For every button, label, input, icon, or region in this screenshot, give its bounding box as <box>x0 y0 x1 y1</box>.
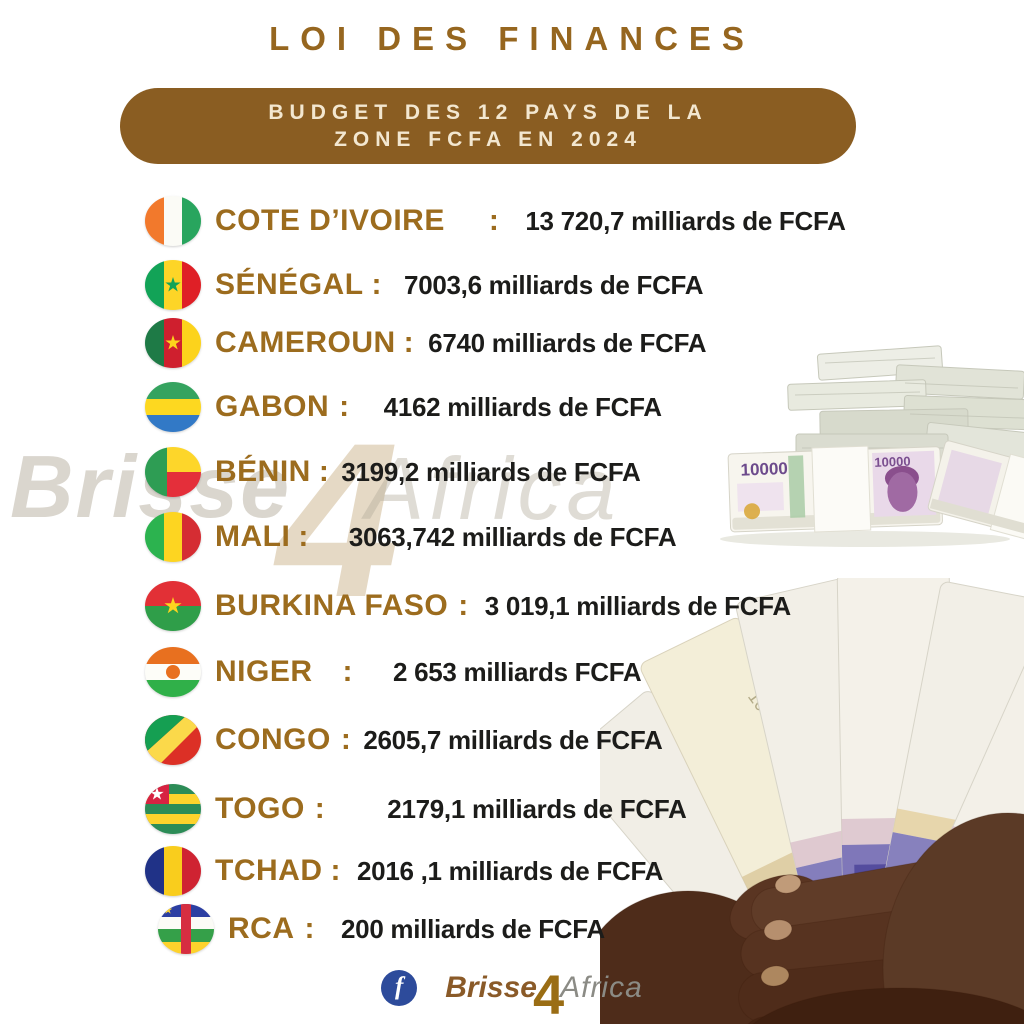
country-name: TCHAD <box>215 854 323 887</box>
burkina-faso-flag-icon <box>145 581 201 631</box>
country-name: BURKINA FASO <box>215 589 449 622</box>
togo-flag-icon <box>145 784 201 834</box>
colon-separator: : <box>304 912 315 945</box>
country-row-cameroun: CAMEROUN:6740 milliards de FCFA <box>145 316 707 370</box>
hands <box>600 812 1024 1024</box>
budget-value: 3063,742 milliards de FCFA <box>348 521 677 552</box>
brisse4africa-logo: Brisse 4 Africa <box>445 966 643 1023</box>
budget-value: 200 milliards de FCFA <box>341 913 605 944</box>
country-row-gabon: GABON: 4162 milliards de FCFA <box>145 380 662 434</box>
logo-4: 4 <box>532 963 565 1024</box>
budget-value: 2016 ,1 milliards de FCFA <box>357 855 664 886</box>
country-name: GABON <box>215 390 330 423</box>
country-name: NIGER <box>215 655 313 688</box>
country-name: BÉNIN <box>215 455 311 488</box>
country-row-burkina-faso: BURKINA FASO:3 019,1 milliards de FCFA <box>145 579 791 633</box>
country-name: MALI <box>215 520 291 553</box>
country-row-congo: CONGO:2605,7 milliards de FCFA <box>145 713 663 767</box>
congo-flag-icon <box>145 715 201 765</box>
colon-separator: : <box>458 589 469 622</box>
budget-value: 4162 milliards de FCFA <box>383 391 662 422</box>
logo-brisse: Brisse <box>445 971 537 1005</box>
country-row-tchad: TCHAD:2016 ,1 milliards de FCFA <box>145 844 663 898</box>
banknote-stacks-image: 10000 10000 <box>720 345 1024 547</box>
colon-separator: : <box>403 326 415 359</box>
budget-value: 13 720,7 milliards de FCFA <box>525 205 846 236</box>
country-row-togo: TOGO: 2179,1 milliards de FCFA <box>145 782 687 836</box>
country-row-cote-divoire: COTE D’IVOIRE:13 720,7 milliards de FCFA <box>145 194 846 248</box>
budget-value: 3199,2 milliards de FCFA <box>341 456 641 487</box>
cote-divoire-flag-icon <box>145 196 201 246</box>
niger-flag-icon <box>145 647 201 697</box>
colon-separator: : <box>342 655 354 688</box>
country-name: CONGO <box>215 723 331 756</box>
country-row-benin: BÉNIN:3199,2 milliards de FCFA <box>145 445 641 499</box>
page-title: LOI DES FINANCES <box>269 20 755 57</box>
country-name: CAMEROUN <box>215 326 396 359</box>
cameroun-flag-icon <box>145 318 201 368</box>
senegal-flag-icon <box>145 260 201 310</box>
country-row-senegal: SÉNÉGAL:7003,6 milliards de FCFA <box>145 258 703 312</box>
country-name: SÉNÉGAL <box>215 268 364 301</box>
mali-flag-icon <box>145 512 201 562</box>
benin-flag-icon <box>145 447 201 497</box>
colon-separator: : <box>339 390 350 423</box>
budget-value: 2605,7 milliards de FCFA <box>363 724 663 755</box>
country-name: COTE D’IVOIRE <box>215 204 445 237</box>
country-name: TOGO <box>215 792 305 825</box>
budget-value: 7003,6 milliards de FCFA <box>404 269 704 300</box>
gabon-flag-icon <box>145 382 201 432</box>
facebook-icon[interactable]: f <box>381 970 418 1007</box>
logo-africa: Africa <box>560 971 643 1005</box>
colon-separator: : <box>314 792 326 825</box>
banner-line-1: BUDGET DES 12 PAYS DE LA <box>268 100 708 124</box>
budget-value: 3 019,1 milliards de FCFA <box>484 590 791 621</box>
subtitle-banner: BUDGET DES 12 PAYS DE LA ZONE FCFA EN 20… <box>120 88 856 164</box>
budget-value: 6740 milliards de FCFA <box>428 327 707 358</box>
footer: f Brisse 4 Africa <box>0 966 1024 1023</box>
country-row-mali: MALI: 3063,742 milliards de FCFA <box>145 510 677 564</box>
colon-separator: : <box>371 268 383 301</box>
rca-flag-icon <box>158 904 214 954</box>
country-row-rca: RCA:200 milliards de FCFA <box>158 902 605 956</box>
colon-separator: : <box>318 455 330 488</box>
country-row-niger: NIGER: 2 653 milliards FCFA <box>145 645 642 699</box>
budget-value: 2179,1 milliards de FCFA <box>387 793 687 824</box>
colon-separator: : <box>330 854 341 887</box>
colon-separator: : <box>340 723 352 756</box>
colon-separator: : <box>298 520 309 553</box>
banknote-denomination: 10000 <box>740 459 788 480</box>
tchad-flag-icon <box>145 846 201 896</box>
budget-value: 2 653 milliards FCFA <box>393 656 642 687</box>
country-name: RCA <box>228 912 295 945</box>
banknote-denomination: 10000 <box>874 454 911 470</box>
banner-line-2: ZONE FCFA EN 2024 <box>334 127 642 151</box>
colon-separator: : <box>488 204 500 237</box>
hand-holding-banknotes-image: 10000 10000 10000 10000 <box>600 578 1024 1024</box>
